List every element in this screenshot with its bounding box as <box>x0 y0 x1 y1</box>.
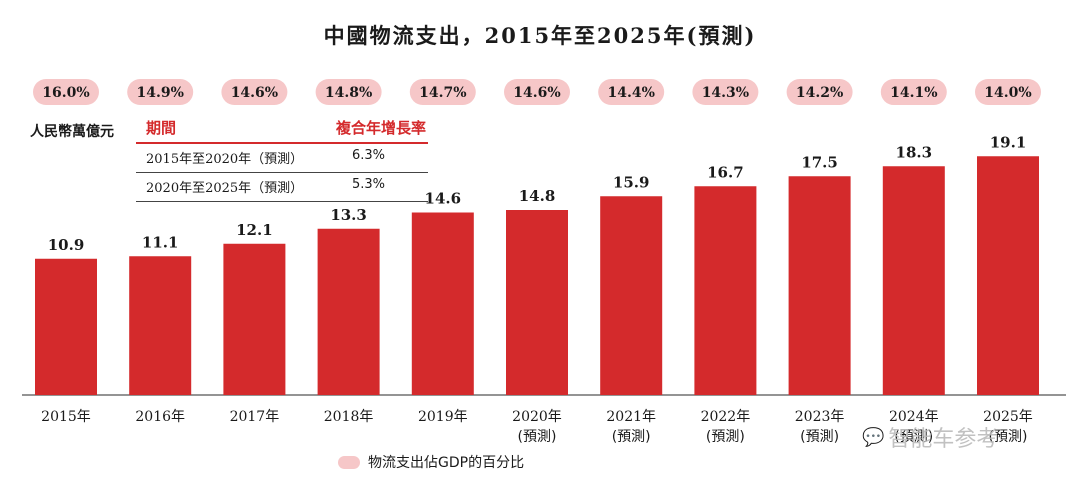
x-tick-label: 2018年 <box>324 409 374 425</box>
gdp-share-label: 16.0% <box>42 85 89 101</box>
cagr-row-period: 2015年至2020年（預測） <box>146 152 304 167</box>
cagr-header: 期間 複合年增長率 <box>136 117 428 144</box>
x-tick-note: (預測) <box>894 429 933 445</box>
gdp-share-pill <box>598 79 665 105</box>
x-tick-label: 2024年 <box>889 409 939 425</box>
cagr-row-rate: 6.3% <box>352 148 386 163</box>
bar <box>977 156 1039 395</box>
bar <box>317 228 380 395</box>
x-tick-label: 2025年 <box>983 409 1033 425</box>
cagr-row: 2015年至2020年（預測） 6.3% <box>136 144 428 173</box>
cagr-header-period: 期間 <box>146 119 177 137</box>
x-tick-note: (預測) <box>518 429 557 445</box>
bar-value-label: 18.3 <box>896 143 933 161</box>
chart-title: 中國物流支出，2015年至2025年(預測) <box>323 23 757 48</box>
gdp-share-pill <box>504 79 570 105</box>
legend-swatch <box>338 455 360 469</box>
watermark: 💬 智能车参考 <box>862 421 998 453</box>
gdp-share-label: 14.8% <box>325 85 372 101</box>
watermark-text: 智能车参考 <box>888 427 999 452</box>
bar-value-label: 17.5 <box>801 153 838 171</box>
bar <box>411 212 474 395</box>
x-tick-label: 2019年 <box>418 409 468 425</box>
gdp-share-pill <box>409 79 476 105</box>
gdp-share-label: 14.3% <box>702 85 749 101</box>
bar-value-label: 16.7 <box>707 163 744 181</box>
bar <box>129 256 192 395</box>
bar-value-label: 15.9 <box>613 173 650 191</box>
gdp-share-pill <box>880 79 947 105</box>
gdp-share-label: 14.0% <box>984 85 1031 101</box>
gdp-share-pill <box>975 79 1041 105</box>
cagr-row-period: 2020年至2025年（預測） <box>146 181 304 196</box>
x-tick-label: 2021年 <box>606 409 656 425</box>
cagr-header-rate: 複合年增長率 <box>335 119 426 137</box>
gdp-share-label: 14.7% <box>419 85 466 101</box>
gdp-share-label: 14.2% <box>796 85 843 101</box>
x-tick-label: 2016年 <box>135 409 185 425</box>
gdp-share-label: 14.9% <box>136 85 183 101</box>
x-tick-label: 2020年 <box>512 409 562 425</box>
bar <box>788 176 851 395</box>
x-tick-label: 2022年 <box>701 409 751 425</box>
x-tick-note: (預測) <box>706 429 745 445</box>
bar <box>506 210 568 395</box>
gdp-share-label: 14.6% <box>231 85 278 101</box>
gdp-share-pill <box>33 79 99 105</box>
x-tick-label: 2023年 <box>795 409 845 425</box>
gdp-share-pill <box>315 79 382 105</box>
y-unit-label: 人民幣萬億元 <box>30 124 114 140</box>
gdp-share-label: 14.6% <box>513 85 560 101</box>
legend-label: 物流支出佔GDP的百分比 <box>368 455 525 471</box>
gdp-share-label: 14.4% <box>607 85 654 101</box>
cagr-row: 2020年至2025年（預測） 5.3% <box>136 173 428 202</box>
legend: 物流支出佔GDP的百分比 <box>338 452 524 472</box>
gdp-share-pill <box>221 79 288 105</box>
bar-value-label: 10.9 <box>48 236 85 254</box>
bar-value-label: 11.1 <box>142 233 179 251</box>
x-tick-note: (預測) <box>800 429 839 445</box>
x-tick-note: (預測) <box>612 429 651 445</box>
bar <box>600 196 663 395</box>
gdp-share-pill <box>692 79 759 105</box>
x-tick-note: (預測) <box>989 429 1028 445</box>
bar <box>882 166 945 395</box>
bar-value-label: 12.1 <box>236 221 273 239</box>
wechat-icon: 💬 <box>862 426 885 448</box>
bar-value-label: 13.3 <box>330 206 367 224</box>
bar-value-label: 14.6 <box>425 190 462 208</box>
bar <box>694 186 757 395</box>
gdp-share-pill <box>127 79 194 105</box>
x-tick-label: 2015年 <box>41 409 91 425</box>
bar <box>35 258 97 395</box>
cagr-table: 期間 複合年增長率 2015年至2020年（預測） 6.3% 2020年至202… <box>136 117 428 202</box>
bar-value-label: 14.8 <box>519 187 556 205</box>
gdp-share-label: 14.1% <box>890 85 937 101</box>
bar-value-label: 19.1 <box>990 133 1027 151</box>
gdp-share-pill <box>786 79 853 105</box>
x-tick-label: 2017年 <box>230 409 280 425</box>
cagr-row-rate: 5.3% <box>352 177 386 192</box>
bar <box>223 243 286 395</box>
